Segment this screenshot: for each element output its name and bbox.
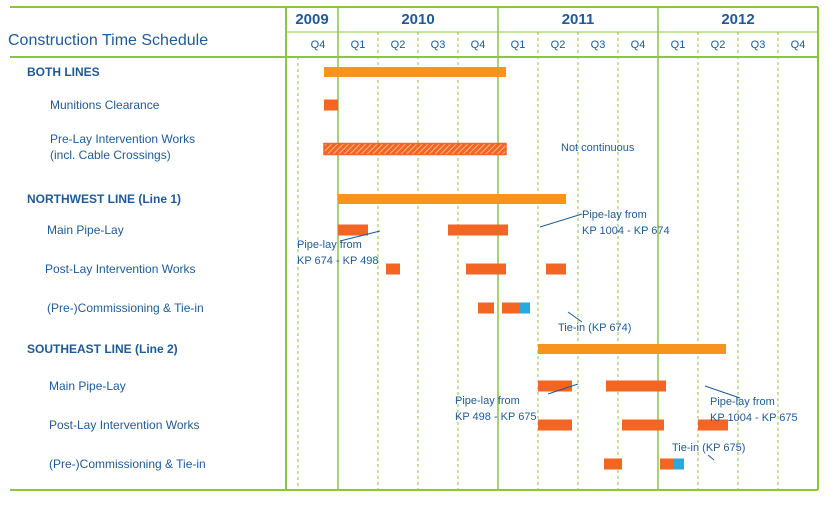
task-label: Post-Lay Intervention Works bbox=[49, 418, 200, 432]
section-label: BOTH LINES bbox=[27, 65, 100, 79]
annotation-pipelay-1004-674: Pipe-lay from bbox=[582, 209, 647, 221]
task-bar bbox=[324, 99, 338, 111]
task-label: (Pre-)Commissioning & Tie-in bbox=[47, 301, 204, 315]
summary-bar bbox=[538, 344, 726, 354]
task-bar bbox=[502, 302, 520, 314]
section-label: SOUTHEAST LINE (Line 2) bbox=[27, 342, 178, 356]
tie-in-marker bbox=[674, 458, 684, 470]
quarter-label: Q2 bbox=[711, 39, 726, 51]
annotation-pipelay-1004-675: Pipe-lay from bbox=[710, 396, 775, 408]
task-bar bbox=[466, 263, 506, 275]
task-bar bbox=[604, 458, 622, 470]
annotation-pipelay-498-675: Pipe-lay from bbox=[455, 395, 520, 407]
quarter-label: Q4 bbox=[791, 39, 806, 51]
annotation-tiein-674: Tie-in (KP 674) bbox=[558, 322, 631, 334]
annotation-pipelay-674-498: Pipe-lay from bbox=[297, 239, 362, 251]
tie-in-marker bbox=[520, 302, 530, 314]
task-bar bbox=[698, 419, 728, 431]
annotation-leader bbox=[567, 311, 583, 323]
task-bar bbox=[606, 380, 666, 392]
task-bar bbox=[538, 419, 572, 431]
hatched-task-bar bbox=[323, 142, 507, 156]
annotation-tiein-675: Tie-in (KP 675) bbox=[672, 442, 745, 454]
task-bar bbox=[338, 224, 368, 236]
chart-title: Construction Time Schedule bbox=[8, 32, 208, 49]
task-bar bbox=[622, 419, 664, 431]
task-label: Pre-Lay Intervention Works bbox=[50, 132, 195, 146]
quarter-label: Q3 bbox=[591, 39, 606, 51]
year-label: 2011 bbox=[562, 11, 595, 28]
annotation-leader bbox=[547, 383, 579, 395]
quarter-label: Q1 bbox=[511, 39, 526, 51]
task-label: Main Pipe-Lay bbox=[49, 379, 126, 393]
quarter-label: Q1 bbox=[351, 39, 366, 51]
task-bar bbox=[448, 224, 508, 236]
annotation-leader bbox=[539, 213, 583, 228]
annotation-pipelay-674-498: KP 674 - KP 498 bbox=[297, 255, 379, 267]
task-label: Main Pipe-Lay bbox=[47, 223, 124, 237]
summary-bar bbox=[324, 67, 506, 77]
annotation-pipelay-1004-675: KP 1004 - KP 675 bbox=[710, 412, 798, 424]
task-label: (incl. Cable Crossings) bbox=[50, 148, 171, 162]
section-label: NORTHWEST LINE (Line 1) bbox=[27, 192, 181, 206]
annotation-leader bbox=[704, 385, 741, 399]
task-label: Munitions Clearance bbox=[50, 98, 160, 112]
year-label: 2009 bbox=[295, 11, 328, 28]
annotation-pipelay-498-675: KP 498 - KP 675 bbox=[455, 411, 537, 423]
quarter-label: Q4 bbox=[471, 39, 486, 51]
quarter-label: Q2 bbox=[551, 39, 566, 51]
task-bar bbox=[538, 380, 572, 392]
quarter-label: Q4 bbox=[631, 39, 646, 51]
task-label: Post-Lay Intervention Works bbox=[45, 262, 196, 276]
quarter-label: Q2 bbox=[391, 39, 406, 51]
quarter-label: Q4 bbox=[311, 39, 326, 51]
annotation-leader bbox=[707, 454, 715, 461]
year-label: 2012 bbox=[721, 11, 754, 28]
summary-bar bbox=[338, 194, 566, 204]
quarter-label: Q1 bbox=[671, 39, 686, 51]
task-bar bbox=[478, 302, 494, 314]
task-bar bbox=[660, 458, 674, 470]
task-bar bbox=[546, 263, 566, 275]
quarter-label: Q3 bbox=[751, 39, 766, 51]
annotation-not-continuous: Not continuous bbox=[561, 142, 635, 154]
year-label: 2010 bbox=[401, 11, 434, 28]
annotation-pipelay-1004-674: KP 1004 - KP 674 bbox=[582, 225, 670, 237]
quarter-label: Q3 bbox=[431, 39, 446, 51]
task-label: (Pre-)Commissioning & Tie-in bbox=[49, 457, 206, 471]
annotation-leader bbox=[339, 230, 381, 242]
task-bar bbox=[386, 263, 400, 275]
